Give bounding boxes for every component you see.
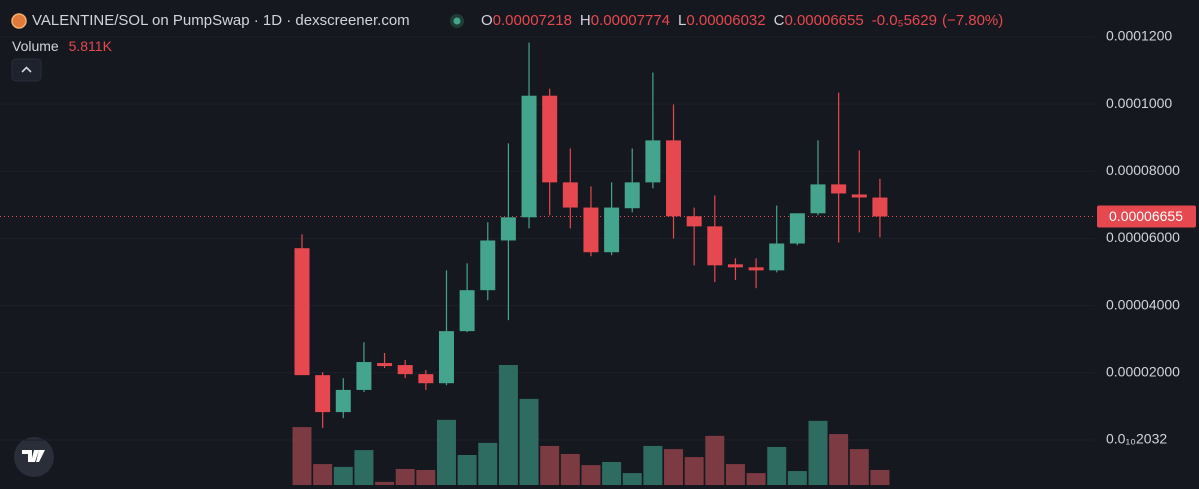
volume-bar (664, 449, 684, 485)
chart-title: VALENTINE/SOL on PumpSwap · 1D · dexscre… (32, 12, 410, 29)
y-tick-label: 0.00004000 (1106, 296, 1180, 312)
candle-body (418, 374, 434, 384)
candle-body (686, 216, 702, 227)
y-tick-label: 0.0001200 (1106, 28, 1172, 44)
readout-value: 0.00007218 (492, 12, 572, 29)
volume-bar (560, 453, 580, 485)
volume-bar (622, 473, 642, 485)
volume-bar (292, 427, 312, 485)
y-tick-label: 0.00002000 (1106, 363, 1180, 379)
volume-name: Volume (12, 38, 59, 54)
readout-key: O (481, 12, 493, 29)
candle-body (377, 363, 393, 367)
volume-bar (457, 455, 477, 485)
volume-bar (643, 445, 663, 485)
readout-key: C (773, 12, 785, 29)
volume-bar (395, 468, 415, 485)
volume-value: 5.811K (68, 38, 112, 54)
candle-body (480, 240, 496, 291)
readout-value: 0.00007774 (590, 12, 671, 29)
candle-body (583, 207, 599, 253)
change-pct: (−7.80%) (941, 12, 1004, 29)
candle-body (438, 331, 454, 384)
volume-bar (849, 449, 869, 485)
candle-body (294, 248, 310, 376)
readout-key: H (579, 12, 591, 29)
candle-body (315, 375, 331, 413)
candle-body (872, 197, 888, 217)
volume-bar (436, 419, 456, 485)
candle-body (789, 213, 805, 244)
volume-bar (808, 420, 828, 485)
change-value: -0.0₅5629 (871, 12, 937, 29)
candle-body (831, 184, 847, 194)
candle-body (542, 95, 558, 183)
volume-bar (602, 461, 622, 485)
candle-body (500, 217, 516, 241)
candle-body (769, 243, 785, 271)
candle-body (356, 362, 372, 390)
volume-bar (767, 446, 787, 485)
readout-value: 0.00006032 (686, 12, 766, 29)
y-tick-label: 0.0₁₀2032 (1106, 431, 1167, 447)
candle-body (562, 182, 578, 208)
volume-bar (705, 435, 725, 485)
chevron-icon (21, 66, 32, 73)
candle-body (666, 140, 682, 217)
price-tag (1097, 205, 1196, 228)
candle-body (604, 207, 620, 253)
y-tick-label: 0.0001000 (1106, 95, 1172, 111)
candle-body (645, 140, 661, 183)
volume-bar (746, 473, 766, 485)
ohlc-readout: O0.00007218 H0.00007774 L0.00006032 C0.0000… (481, 12, 1003, 30)
candle-body (459, 290, 475, 332)
volume-bar (498, 365, 518, 485)
status-dot (453, 17, 461, 25)
volume-legend: Volume 5.811K (12, 37, 112, 55)
collapse-button[interactable] (11, 58, 42, 82)
candle-body (851, 194, 867, 198)
price-tag-label: 0.00006655 (1109, 208, 1183, 224)
volume-bar (375, 481, 395, 485)
volume-bar (787, 471, 807, 485)
volume-bar (354, 450, 374, 485)
volume-bar (870, 469, 890, 485)
readout-key: L (678, 12, 687, 29)
readout-value: 0.00006655 (784, 12, 864, 29)
volume-bar (519, 398, 539, 485)
candle-body (707, 226, 723, 266)
volume-bar (540, 445, 560, 485)
candle-body (335, 389, 351, 413)
volume-bar (478, 442, 498, 485)
candle-body (624, 182, 640, 209)
y-tick-label: 0.00006000 (1106, 229, 1180, 245)
tv-logo-mark (22, 450, 45, 462)
candle-body (810, 184, 826, 214)
plot-layer: 0.0001200 0.0001000 0.00008000 0.00006000 0.… (0, 28, 1196, 485)
volume-bar (313, 464, 333, 485)
volume-bar (581, 465, 601, 485)
candle-body (748, 267, 764, 271)
volume-bar (333, 466, 353, 485)
candle-body (397, 365, 413, 375)
volume-bar (829, 434, 849, 485)
candle-body (727, 264, 743, 268)
volume-bar (416, 470, 436, 485)
volume-bar (725, 464, 745, 485)
y-tick-label: 0.00008000 (1106, 162, 1180, 178)
volume-bar (684, 457, 704, 485)
token-icon (11, 13, 27, 29)
candle-body (521, 95, 537, 218)
